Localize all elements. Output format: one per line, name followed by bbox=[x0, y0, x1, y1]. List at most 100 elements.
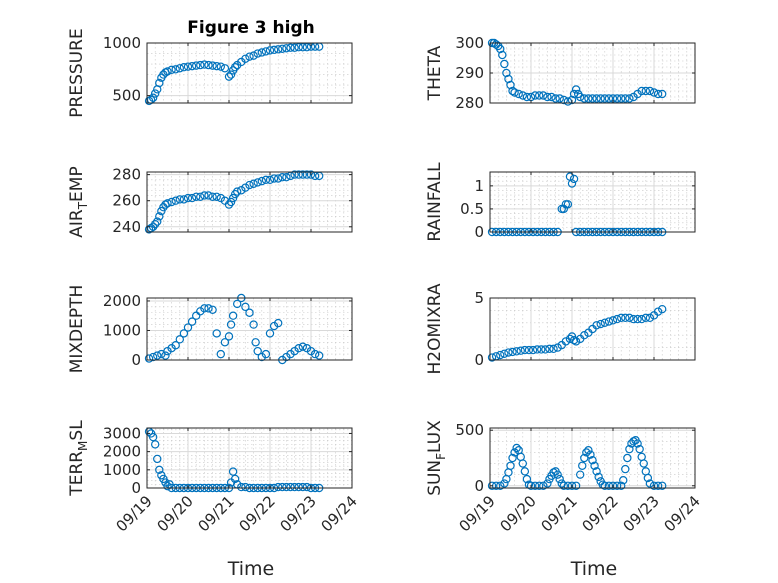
data-point bbox=[253, 346, 262, 356]
data-point bbox=[555, 94, 564, 103]
y-tick-label: 5 bbox=[474, 289, 484, 307]
y-tick-label: 1 bbox=[474, 177, 484, 195]
data-point bbox=[504, 348, 513, 357]
data-point bbox=[496, 44, 505, 54]
data-point bbox=[175, 335, 184, 344]
data-point bbox=[612, 94, 622, 103]
data-point bbox=[191, 61, 201, 70]
data-point bbox=[150, 219, 160, 229]
data-point bbox=[187, 61, 197, 71]
data-point bbox=[224, 332, 234, 341]
y-tick-label: 3000 bbox=[103, 424, 141, 442]
data-point bbox=[148, 352, 158, 362]
data-point bbox=[183, 62, 193, 71]
data-point bbox=[569, 335, 579, 345]
data-point bbox=[600, 318, 610, 327]
data-point bbox=[265, 46, 275, 55]
data-point bbox=[155, 212, 164, 221]
y-tick-label: 0 bbox=[474, 223, 484, 241]
y-axis-label: MIXDEPTH bbox=[67, 285, 87, 374]
data-point bbox=[608, 316, 618, 325]
axes-frame bbox=[146, 297, 353, 361]
data-point bbox=[183, 323, 193, 332]
y-tick-label: 500 bbox=[455, 421, 484, 439]
data-point bbox=[282, 482, 291, 492]
data-point bbox=[286, 482, 295, 492]
data-point bbox=[514, 89, 523, 99]
data-point bbox=[537, 345, 546, 354]
data-point bbox=[274, 174, 283, 183]
data-point bbox=[153, 217, 162, 226]
data-point bbox=[298, 342, 307, 351]
data-point bbox=[559, 204, 569, 214]
y-axis-label: RAINFALL bbox=[425, 162, 445, 242]
data-point bbox=[294, 343, 303, 353]
data-point bbox=[512, 347, 521, 356]
data-point bbox=[245, 52, 254, 61]
data-point bbox=[621, 94, 630, 103]
data-point bbox=[226, 70, 236, 79]
y-tick-label: 290 bbox=[455, 64, 484, 82]
data-point bbox=[163, 199, 172, 208]
data-point bbox=[510, 448, 519, 457]
data-point bbox=[204, 304, 213, 313]
axes-frame bbox=[489, 427, 696, 489]
data-point bbox=[269, 45, 279, 55]
data-point bbox=[617, 94, 626, 103]
data-point bbox=[571, 85, 581, 94]
data-point bbox=[559, 481, 569, 490]
data-point bbox=[621, 464, 630, 474]
data-point bbox=[588, 456, 597, 465]
data-point bbox=[625, 94, 634, 103]
data-point bbox=[306, 170, 316, 179]
data-point bbox=[512, 443, 521, 453]
data-point bbox=[155, 465, 164, 475]
data-point bbox=[150, 89, 160, 98]
data-point bbox=[639, 459, 648, 468]
data-point bbox=[522, 92, 532, 102]
x-axis-label-left: Time bbox=[227, 558, 275, 580]
data-point bbox=[237, 482, 246, 492]
data-point bbox=[200, 60, 209, 69]
data-point bbox=[553, 470, 562, 479]
data-point bbox=[528, 345, 538, 355]
subplot-h2omixra: 0 5 H2OMIXRA bbox=[425, 283, 696, 375]
data-point bbox=[153, 454, 162, 464]
data-point bbox=[571, 337, 581, 346]
data-point bbox=[286, 43, 295, 52]
data-point bbox=[518, 91, 528, 100]
data-point bbox=[502, 68, 511, 78]
data-point bbox=[212, 192, 221, 201]
data-point bbox=[228, 311, 238, 320]
y-tick-label: 0 bbox=[474, 351, 484, 369]
data-point bbox=[567, 481, 577, 490]
data-point bbox=[530, 91, 540, 100]
data-point bbox=[228, 193, 238, 203]
data-point bbox=[294, 482, 303, 492]
data-point bbox=[200, 191, 209, 200]
data-point bbox=[592, 321, 601, 330]
data-point bbox=[545, 344, 554, 354]
data-point bbox=[612, 314, 622, 324]
data-point bbox=[584, 446, 593, 455]
data-point bbox=[220, 338, 230, 347]
data-point bbox=[508, 347, 517, 357]
data-point bbox=[500, 479, 509, 488]
data-point bbox=[592, 94, 601, 103]
axes-background bbox=[146, 42, 353, 104]
data-point bbox=[298, 170, 307, 179]
data-point bbox=[594, 472, 603, 482]
data-point bbox=[633, 439, 642, 448]
data-point bbox=[576, 92, 585, 102]
data-point bbox=[150, 440, 160, 449]
data-point bbox=[600, 94, 610, 103]
data-point bbox=[144, 225, 154, 234]
data-point bbox=[596, 94, 605, 103]
data-point bbox=[580, 94, 589, 103]
data-point bbox=[582, 448, 591, 457]
data-point bbox=[269, 174, 279, 183]
data-point bbox=[282, 44, 291, 53]
data-point bbox=[578, 461, 587, 470]
data-point bbox=[241, 302, 250, 312]
